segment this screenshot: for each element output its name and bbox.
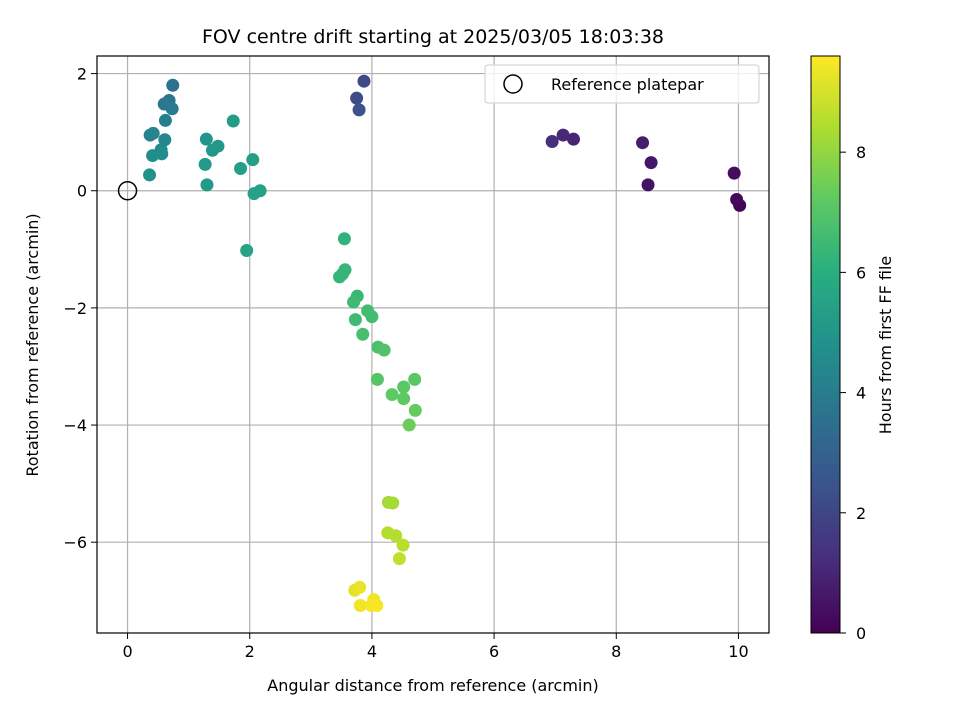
data-point [165,102,179,116]
data-point [402,418,416,432]
legend: Reference platepar [484,64,760,104]
legend-box [484,64,760,104]
data-point [730,193,744,207]
y-tick-label: −4 [63,416,87,435]
data-point [353,598,367,612]
data-point [385,388,399,402]
data-point [545,135,559,149]
data-point [408,403,422,417]
data-point [226,114,240,128]
x-tick-label: 6 [489,642,499,661]
data-point [641,178,655,192]
data-point [198,157,212,171]
y-tick-label: −6 [63,533,87,552]
y-axis-label: Rotation from reference (arcmin) [23,213,42,476]
scatter-points [143,74,747,612]
data-point [356,327,370,341]
data-point [205,143,219,157]
chart-title: FOV centre drift starting at 2025/03/05 … [202,26,664,48]
y-tick-label: 0 [77,182,87,201]
x-tick-label: 0 [122,642,132,661]
grid-lines [97,56,769,633]
colorbar-tick-label: 4 [856,384,866,403]
data-point [365,310,379,324]
x-tick-label: 10 [728,642,748,661]
data-point [392,552,406,566]
data-point [357,74,371,88]
data-point [567,132,581,146]
data-point [377,343,391,357]
x-axis-ticks: 0 2 4 6 8 10 [122,633,749,661]
data-point [158,133,172,147]
data-point [158,113,172,127]
data-point [146,126,160,140]
plot-frame [96,55,770,634]
data-point [333,270,347,284]
data-point [353,580,367,594]
colorbar-tick-label: 6 [856,263,866,282]
colorbar-gradient [810,55,841,634]
data-point [240,243,254,257]
data-point [143,168,157,182]
x-axis-label: Angular distance from reference (arcmin) [267,676,598,695]
data-point [199,132,213,146]
data-point [246,153,260,167]
data-point [397,392,411,406]
legend-entry-reference: Reference platepar [551,75,704,94]
data-point [352,103,366,117]
data-point [155,147,169,161]
data-point [644,156,658,170]
data-point [347,295,361,309]
y-axis-ticks: 2 0 −2 −4 −6 [63,65,97,552]
data-point [337,232,351,246]
data-point [234,161,248,175]
colorbar: 0 2 4 6 8 Hours from first FF file [810,55,895,643]
data-point [247,187,261,201]
data-point [386,496,400,510]
y-tick-label: 2 [77,65,87,84]
colorbar-tick-label: 2 [856,504,866,523]
colorbar-label: Hours from first FF file [876,256,895,435]
data-point [166,78,180,92]
data-point [408,372,422,386]
data-point [389,529,403,543]
data-point [636,136,650,150]
data-point [396,538,410,552]
data-point [350,91,364,105]
data-point [370,598,384,612]
colorbar-tick-label: 8 [856,143,866,162]
reference-platepar-marker [117,180,138,201]
legend-marker [503,74,523,94]
data-point [370,372,384,386]
data-point [556,128,570,142]
x-tick-label: 2 [245,642,255,661]
colorbar-tick-label: 0 [856,624,866,643]
data-point [397,380,411,394]
colorbar-ticks: 0 2 4 6 8 [840,143,866,643]
x-tick-label: 8 [611,642,621,661]
x-tick-label: 4 [367,642,377,661]
y-tick-label: −2 [63,299,87,318]
data-point [727,166,741,180]
data-point [348,313,362,327]
data-point [200,178,214,192]
plot-area [97,56,769,633]
